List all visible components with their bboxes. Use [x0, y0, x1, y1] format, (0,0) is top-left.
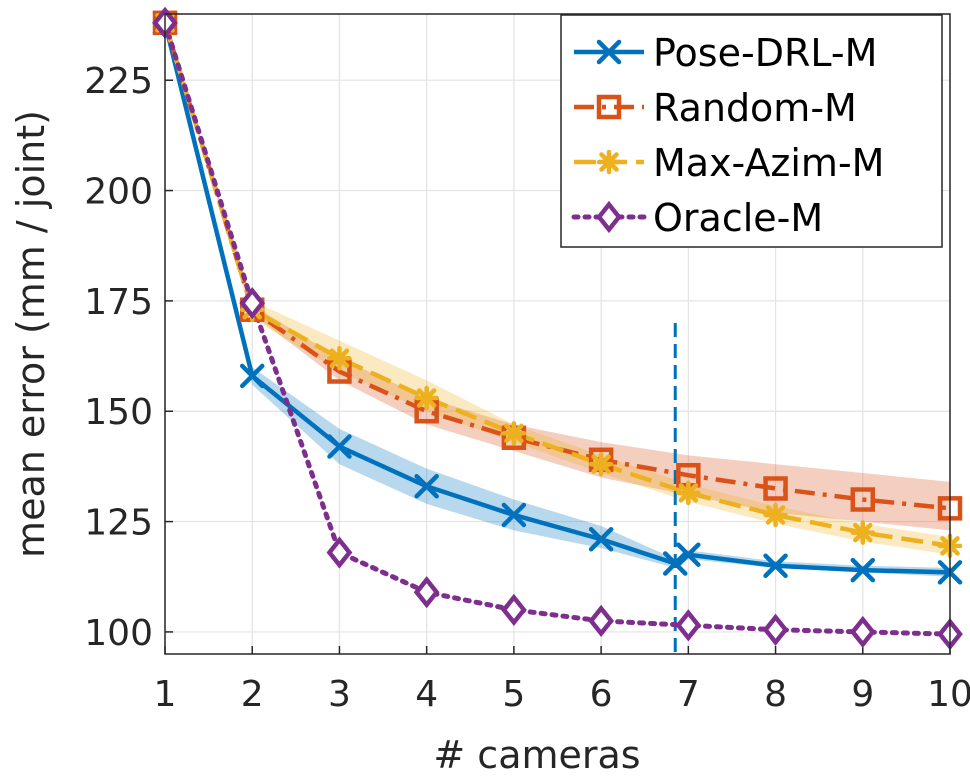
x-tick-labels: 1 2 3 4 5 6 7 8 9 10 — [154, 674, 970, 715]
legend-label: Oracle-M — [653, 196, 823, 240]
legend-marker — [596, 200, 622, 234]
data-point — [414, 385, 439, 411]
data-point — [501, 593, 527, 626]
data-point — [850, 520, 876, 545]
x-tick-label: 1 — [154, 674, 177, 715]
data-point — [850, 557, 876, 583]
data-point — [849, 615, 876, 649]
y-tick-label: 125 — [84, 503, 153, 544]
data-point — [588, 526, 614, 552]
y-tick-label: 100 — [84, 613, 153, 654]
data-point — [663, 551, 688, 576]
legend-label: Pose-DRL-M — [653, 31, 877, 75]
x-tick-label: 4 — [415, 674, 438, 715]
x-tick-label: 6 — [590, 674, 613, 715]
x-tick-label: 9 — [851, 674, 874, 715]
y-tick-label: 175 — [84, 282, 153, 323]
x-tick-label: 2 — [241, 674, 264, 715]
series-line — [162, 22, 951, 549]
legend-item: Oracle-M — [571, 196, 823, 240]
legend-label: Max-Azim-M — [653, 141, 884, 185]
confidence-band — [165, 22, 950, 531]
legend-marker — [596, 149, 622, 175]
legend-label: Random-M — [653, 86, 857, 130]
y-axis-title: mean error (mm / joint) — [9, 110, 53, 558]
data-point — [763, 476, 788, 501]
x-axis-title: # cameras — [433, 733, 640, 776]
data-point — [762, 613, 789, 646]
series-line — [162, 20, 953, 637]
y-tick-label: 225 — [84, 61, 153, 102]
plot-frame — [164, 13, 951, 655]
data-point — [850, 487, 876, 512]
data-point — [501, 502, 527, 528]
data-point — [763, 502, 788, 528]
legend-marker — [596, 94, 622, 120]
data-point — [326, 536, 353, 569]
x-tick-label: 7 — [677, 674, 700, 715]
x-tick-label: 8 — [764, 674, 787, 715]
data-point — [239, 287, 266, 320]
data-point — [675, 609, 702, 642]
data-point — [413, 576, 440, 609]
legend: Pose-DRL-M Random-M Max-Azim-M Oracle-M — [560, 14, 943, 248]
data-point — [588, 451, 614, 477]
y-tick-label: 200 — [84, 172, 153, 213]
legend-marker — [596, 39, 622, 65]
data-point — [588, 604, 614, 637]
x-tick-label: 3 — [328, 674, 351, 715]
legend-item: Pose-DRL-M — [574, 31, 877, 75]
legend-item: Max-Azim-M — [574, 141, 884, 185]
data-point — [327, 346, 352, 371]
data-point — [676, 542, 701, 567]
y-tick-label: 150 — [84, 392, 153, 433]
legend-item: Random-M — [574, 86, 857, 130]
data-point — [676, 480, 701, 506]
x-tick-label: 10 — [927, 674, 970, 715]
data-point — [414, 474, 439, 499]
data-point — [327, 434, 352, 459]
data-point — [239, 363, 265, 389]
data-point — [763, 553, 788, 578]
x-tick-label: 5 — [502, 674, 525, 715]
data-point — [501, 421, 527, 446]
y-tick-labels: 100 125 150 175 200 225 — [84, 61, 153, 654]
